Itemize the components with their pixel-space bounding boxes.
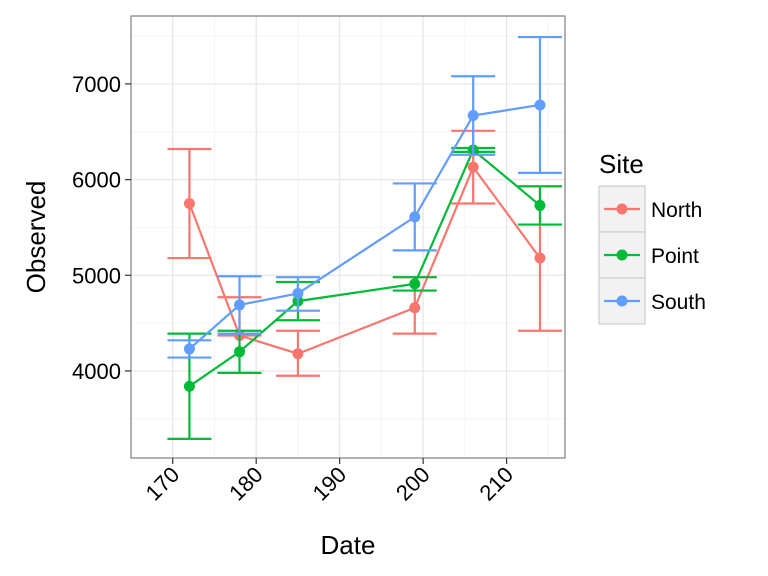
data-point [467, 109, 479, 121]
x-tick-label: 170 [141, 462, 185, 506]
data-point [534, 99, 546, 111]
panel-background [131, 16, 565, 458]
data-point [534, 199, 546, 211]
data-point [467, 161, 479, 173]
legend-item-south: South [598, 277, 706, 325]
y-tick-label: 6000 [72, 168, 121, 193]
legend-label: South [651, 291, 706, 314]
y-tick-label: 7000 [72, 72, 121, 97]
legend-label: North [651, 199, 702, 222]
data-point [234, 299, 245, 311]
x-tick-label: 190 [308, 462, 352, 506]
y-tick-label: 5000 [72, 263, 121, 288]
legend: Site North Point South [598, 149, 706, 325]
data-point [409, 278, 421, 290]
y-tick-label: 4000 [72, 359, 121, 384]
data-point [183, 380, 195, 392]
x-axis-title: Date [321, 530, 376, 560]
x-tick-label: 210 [474, 462, 518, 506]
series-south [167, 35, 562, 359]
grid [131, 16, 565, 458]
data-point [234, 346, 245, 358]
data-point [183, 343, 195, 355]
panel-border [130, 15, 566, 459]
legend-item-north: North [598, 185, 702, 233]
x-tick-label: 200 [391, 462, 435, 506]
data-point [292, 287, 304, 299]
legend-item-point: Point [598, 231, 699, 279]
series-group [167, 35, 562, 440]
series-line [188, 103, 541, 350]
plot-panel [131, 16, 565, 458]
data-point [534, 252, 546, 264]
x-tick-label: 180 [224, 462, 268, 506]
legend-title: Site [599, 149, 644, 179]
data-point [292, 348, 304, 360]
data-point [409, 211, 421, 223]
data-point [409, 302, 421, 314]
legend-key-point [616, 249, 628, 261]
legend-key-point [616, 295, 628, 307]
y-axis-title: Observed [21, 181, 51, 294]
legend-key-point [616, 203, 628, 215]
legend-label: Point [651, 245, 699, 268]
series-line [188, 148, 541, 388]
data-point [183, 198, 195, 210]
